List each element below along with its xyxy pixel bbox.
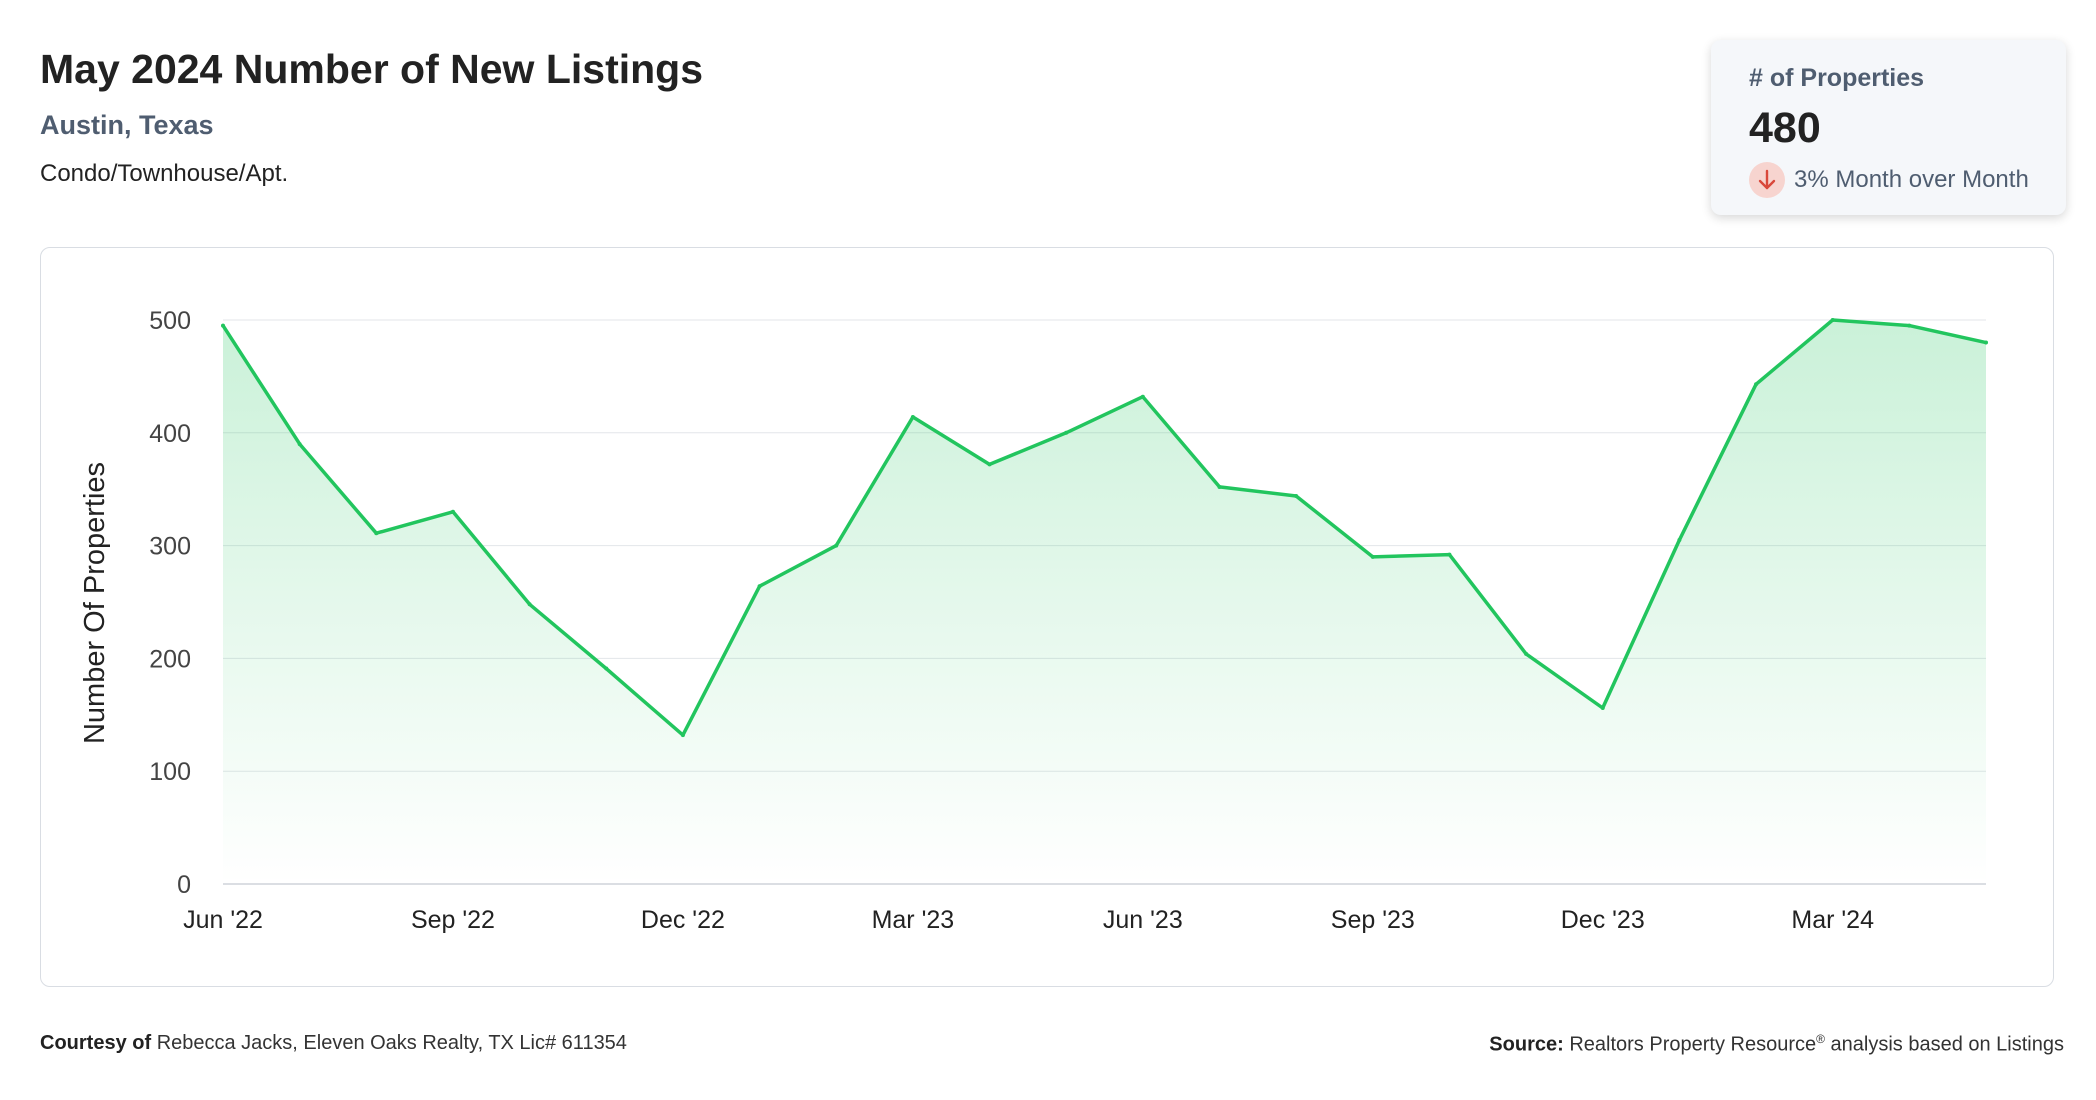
data-point — [910, 415, 915, 420]
data-point — [297, 442, 302, 447]
courtesy-text: Rebecca Jacks, Eleven Oaks Realty, TX Li… — [156, 1032, 627, 1054]
y-tick-label: 200 — [149, 645, 191, 673]
stat-change-text: 3% Month over Month — [1794, 166, 2029, 193]
series-line — [221, 318, 1988, 737]
location-subtitle: Austin, Texas — [40, 110, 214, 140]
x-tick-label: Jun '23 — [1103, 906, 1183, 934]
data-point — [834, 543, 839, 548]
data-point — [987, 462, 992, 467]
data-point — [450, 509, 455, 514]
y-tick-label: 300 — [149, 533, 191, 561]
chart-panel: 0 100 200 300 400 500 Jun '22 Sep '22 Dec '22 Mar… — [40, 247, 2054, 987]
data-point — [1217, 484, 1222, 489]
courtesy-label: Courtesy of — [40, 1032, 152, 1054]
x-tick-label: Dec '23 — [1561, 906, 1645, 934]
data-point — [1830, 318, 1835, 322]
y-tick-label: 100 — [149, 758, 191, 786]
registered-mark: ® — [1816, 1032, 1825, 1046]
data-point — [604, 666, 609, 671]
source-footer: Source: Realtors Property Resource® anal… — [1489, 1032, 2064, 1057]
y-tick-label: 400 — [149, 420, 191, 448]
y-tick-label: 500 — [149, 307, 191, 335]
arrow-down-icon — [1749, 162, 1785, 198]
data-point — [1984, 340, 1988, 345]
x-tick-label: Sep '22 — [411, 906, 495, 934]
data-point — [1907, 323, 1912, 328]
data-point — [1370, 554, 1375, 559]
x-tick-label: Dec '22 — [641, 906, 725, 934]
data-point — [221, 323, 225, 328]
source-label: Source: — [1489, 1033, 1564, 1056]
stat-value: 480 — [1749, 104, 1821, 152]
data-point — [1140, 394, 1145, 399]
courtesy-footer: Courtesy of Rebecca Jacks, Eleven Oaks R… — [40, 1032, 627, 1055]
x-tick-label: Sep '23 — [1331, 906, 1415, 934]
data-point — [527, 602, 532, 607]
new-listings-area-chart: 0 100 200 300 400 500 Jun '22 Sep '22 Dec '22 Mar… — [79, 307, 1988, 934]
property-type-label: Condo/Townhouse/Apt. — [40, 160, 289, 187]
data-point — [1754, 382, 1759, 387]
source-text: analysis based on Listings — [1830, 1033, 2064, 1056]
data-point — [1064, 430, 1069, 435]
data-point — [1677, 537, 1682, 542]
properties-stat-card: # of Properties 480 3% Month over Month — [1711, 40, 2066, 215]
x-tick-label: Mar '23 — [872, 906, 955, 934]
x-tick-label: Mar '24 — [1791, 906, 1874, 934]
stat-label: # of Properties — [1749, 64, 1925, 92]
page-title: May 2024 Number of New Listings — [40, 46, 704, 92]
source-name: Realtors Property Resource — [1569, 1033, 1817, 1056]
data-point — [1524, 651, 1529, 656]
data-point — [680, 733, 685, 738]
data-point — [757, 584, 762, 589]
y-tick-label: 0 — [177, 871, 191, 899]
stat-change: 3% Month over Month — [1749, 162, 2029, 198]
data-point — [1294, 493, 1299, 498]
data-point — [374, 531, 379, 536]
data-point — [1447, 552, 1452, 557]
y-axis-label: Number Of Properties — [79, 462, 111, 744]
area-fill — [223, 320, 1986, 884]
x-tick-label: Jun '22 — [183, 906, 263, 934]
data-point — [1600, 706, 1605, 711]
